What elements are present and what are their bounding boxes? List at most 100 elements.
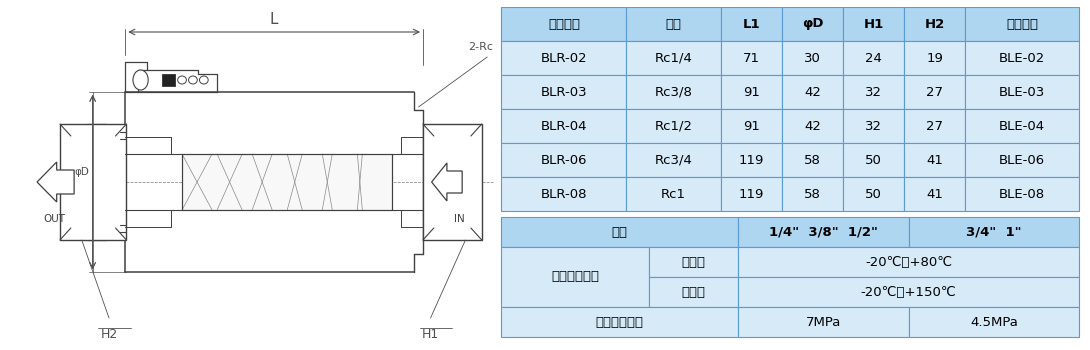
Text: 口径: 口径 <box>666 18 681 30</box>
Bar <box>649 247 738 277</box>
Bar <box>423 124 482 240</box>
Text: 30: 30 <box>804 51 821 64</box>
Text: φD: φD <box>74 167 89 177</box>
Bar <box>843 109 904 143</box>
Text: Rc1/2: Rc1/2 <box>655 119 692 133</box>
Polygon shape <box>37 162 74 202</box>
Text: 119: 119 <box>739 188 764 201</box>
Text: 41: 41 <box>926 188 943 201</box>
Text: H2: H2 <box>100 328 118 341</box>
Bar <box>904 177 966 211</box>
Bar <box>782 41 843 75</box>
Bar <box>966 75 1079 109</box>
Text: φD: φD <box>802 18 823 30</box>
Text: 2-Rc: 2-Rc <box>468 42 493 52</box>
Text: L1: L1 <box>742 18 760 30</box>
Bar <box>782 177 843 211</box>
Text: H2: H2 <box>924 18 945 30</box>
Bar <box>904 143 966 177</box>
Bar <box>627 177 720 211</box>
Text: Rc3/8: Rc3/8 <box>655 85 692 98</box>
Text: 标准型: 标准型 <box>681 256 705 268</box>
Bar <box>501 177 627 211</box>
Bar <box>627 109 720 143</box>
Bar <box>182 154 392 210</box>
Bar <box>738 247 1079 277</box>
Bar <box>182 154 392 210</box>
Text: 27: 27 <box>926 85 943 98</box>
Bar <box>501 109 627 143</box>
Bar <box>627 7 720 41</box>
Bar <box>843 75 904 109</box>
Bar <box>627 75 720 109</box>
Text: 91: 91 <box>743 119 760 133</box>
Bar <box>843 7 904 41</box>
Text: BLR-06: BLR-06 <box>541 154 588 167</box>
Text: 元素符号: 元素符号 <box>1006 18 1038 30</box>
Bar <box>720 75 782 109</box>
Bar <box>60 124 126 240</box>
Text: 32: 32 <box>865 85 882 98</box>
Text: 3/4"  1": 3/4" 1" <box>966 225 1021 238</box>
Bar <box>966 7 1079 41</box>
Ellipse shape <box>133 70 148 90</box>
Text: BLE-04: BLE-04 <box>1000 119 1045 133</box>
Text: Rc3/4: Rc3/4 <box>655 154 692 167</box>
Bar <box>738 217 909 247</box>
Bar <box>782 109 843 143</box>
Bar <box>501 247 649 307</box>
Bar <box>782 143 843 177</box>
Text: 42: 42 <box>804 85 821 98</box>
Text: 口径: 口径 <box>611 225 628 238</box>
Text: 119: 119 <box>739 154 764 167</box>
Text: 耐热型: 耐热型 <box>681 286 705 299</box>
Text: Rc1: Rc1 <box>662 188 686 201</box>
Text: H1: H1 <box>863 18 884 30</box>
Text: BLE-08: BLE-08 <box>1000 188 1045 201</box>
Text: 42: 42 <box>804 119 821 133</box>
Text: L: L <box>270 12 278 27</box>
Text: BLE-03: BLE-03 <box>1000 85 1045 98</box>
Bar <box>966 143 1079 177</box>
Bar <box>720 177 782 211</box>
Text: 41: 41 <box>926 154 943 167</box>
Text: -20℃～+80℃: -20℃～+80℃ <box>865 256 953 268</box>
Text: BLE-02: BLE-02 <box>1000 51 1045 64</box>
Bar <box>720 7 782 41</box>
Bar <box>501 217 738 247</box>
Bar <box>720 41 782 75</box>
Text: BLR-04: BLR-04 <box>541 119 588 133</box>
Bar <box>501 143 627 177</box>
Text: 产品型号: 产品型号 <box>548 18 580 30</box>
Bar <box>904 75 966 109</box>
Bar <box>843 177 904 211</box>
Text: IN: IN <box>453 214 464 224</box>
Text: 58: 58 <box>804 154 821 167</box>
Bar <box>501 307 738 337</box>
Bar <box>720 109 782 143</box>
Text: 50: 50 <box>865 188 882 201</box>
Text: 58: 58 <box>804 188 821 201</box>
Bar <box>720 143 782 177</box>
Bar <box>782 7 843 41</box>
Bar <box>909 307 1079 337</box>
Bar <box>501 7 627 41</box>
Text: BLR-02: BLR-02 <box>541 51 588 64</box>
Text: 91: 91 <box>743 85 760 98</box>
Bar <box>649 277 738 307</box>
Bar <box>501 75 627 109</box>
Bar <box>904 7 966 41</box>
Text: BLE-06: BLE-06 <box>1000 154 1045 167</box>
Text: -20℃～+150℃: -20℃～+150℃ <box>861 286 957 299</box>
Text: 最高使用压力: 最高使用压力 <box>596 315 644 329</box>
Text: BLR-08: BLR-08 <box>541 188 588 201</box>
Text: 32: 32 <box>865 119 882 133</box>
Bar <box>738 307 909 337</box>
Text: 1/4"  3/8"  1/2": 1/4" 3/8" 1/2" <box>770 225 877 238</box>
Text: OUT: OUT <box>44 214 65 224</box>
Text: 4.5MPa: 4.5MPa <box>970 315 1018 329</box>
Text: 19: 19 <box>926 51 943 64</box>
Text: H1: H1 <box>422 328 439 341</box>
Text: BLR-03: BLR-03 <box>541 85 588 98</box>
Bar <box>782 75 843 109</box>
